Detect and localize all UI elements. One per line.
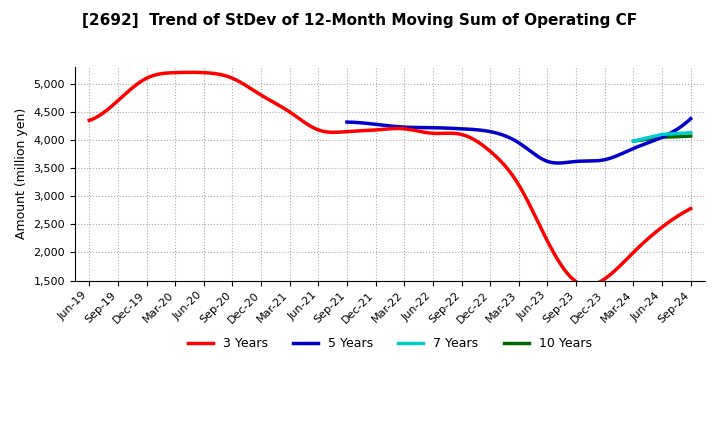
Legend: 3 Years, 5 Years, 7 Years, 10 Years: 3 Years, 5 Years, 7 Years, 10 Years xyxy=(184,332,597,356)
Y-axis label: Amount (million yen): Amount (million yen) xyxy=(15,108,28,239)
Text: [2692]  Trend of StDev of 12-Month Moving Sum of Operating CF: [2692] Trend of StDev of 12-Month Moving… xyxy=(82,13,638,28)
